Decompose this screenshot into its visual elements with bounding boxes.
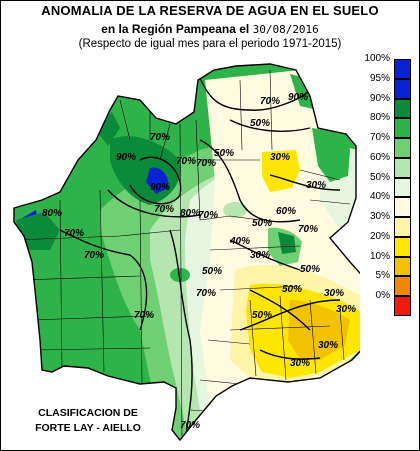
legend-row: 70% <box>360 132 416 158</box>
legend-row: 5% <box>360 270 416 296</box>
subtitle-date: 30/08/2016 <box>252 23 319 36</box>
legend-row: 50% <box>360 172 416 198</box>
isolines <box>59 77 341 440</box>
isoline-label: 30% <box>306 180 326 191</box>
map-reference-period: (Respecto de igual mes para el periodo 1… <box>78 38 342 50</box>
legend-swatch <box>394 98 411 119</box>
legend-label: 50% <box>369 171 390 183</box>
legend-label: 80% <box>369 112 390 124</box>
isoline-label: 30% <box>324 288 344 299</box>
isoline-label: 30% <box>336 304 356 315</box>
legend-swatch <box>394 78 411 99</box>
legend-swatch <box>394 276 411 296</box>
legend-label: 5% <box>375 270 390 282</box>
isoline-label: 80% <box>42 208 62 219</box>
isoline-label: 70% <box>64 228 84 239</box>
isoline-label: 30% <box>318 340 338 351</box>
subtitle-prefix: en la Región Pampeana el <box>101 22 250 36</box>
credit-line-1: CLASIFICACION DE <box>38 407 138 419</box>
legend-swatch <box>394 256 411 277</box>
legend-label: 20% <box>369 230 390 242</box>
isoline-label: 70% <box>84 250 104 261</box>
isoline-label: 50% <box>282 284 302 295</box>
isoline-label: 50% <box>202 266 222 277</box>
isoline-labels: 70% 90% 50% 70% 90% 70% 70% 50% 70% 90% … <box>42 92 356 431</box>
isoline-label: 70% <box>134 310 154 321</box>
legend-row: 40% <box>360 191 416 217</box>
legend-swatch <box>394 59 411 79</box>
map-title: ANOMALIA DE LA RESERVA DE AGUA EN EL SUE… <box>41 3 379 18</box>
isoline-label: 30% <box>270 152 290 163</box>
legend-row: 10% <box>360 251 416 277</box>
isoline-label: 90% <box>288 92 308 103</box>
isoline-label: 50% <box>300 264 320 275</box>
color-legend: 100% 95% 90% 80% 70% 60% 50% 40% 30% 20% 10% 5% 0% <box>360 53 416 316</box>
isoline-label: 70% <box>298 224 318 235</box>
legend-swatch <box>394 236 411 257</box>
isoline-label: 70% <box>176 156 196 167</box>
legend-swatch <box>394 138 411 158</box>
legend-label: 90% <box>369 92 390 104</box>
isoline-label: 70% <box>180 420 200 431</box>
legend-label: 10% <box>369 250 390 262</box>
isoline-label: 70% <box>260 96 280 107</box>
region-outline <box>13 63 360 442</box>
department-boundaries <box>14 69 351 440</box>
isoline-label: 50% <box>252 310 272 321</box>
legend-row: 30% <box>360 211 416 237</box>
isoline-label: 30% <box>290 358 310 369</box>
legend-label: 95% <box>369 72 390 84</box>
legend-label: 60% <box>369 151 390 163</box>
isoline-label: 70% <box>150 132 170 143</box>
isoline-label: 70% <box>196 288 216 299</box>
legend-row: 20% <box>360 231 416 257</box>
legend-label: 0% <box>375 290 390 301</box>
isoline-label: 50% <box>252 218 272 229</box>
legend-swatch <box>394 197 411 217</box>
legend-swatch <box>394 118 411 138</box>
legend-label: 40% <box>369 191 390 203</box>
legend-row: 100% <box>360 53 416 79</box>
isoline-label: 90% <box>116 152 136 163</box>
isoline-label: 90% <box>150 182 170 193</box>
isoline-label: 70% <box>154 204 174 215</box>
isoline-label: 60% <box>276 206 296 217</box>
legend-label: 100% <box>364 53 390 64</box>
legend-swatch <box>394 296 411 316</box>
legend-row: 0% <box>360 290 416 316</box>
isoline-label: 70% <box>196 158 216 169</box>
isoline-label: 70% <box>198 210 218 221</box>
legend-swatch <box>394 217 411 237</box>
legend-row: 95% <box>360 73 416 99</box>
isoline-label: 30% <box>250 250 270 261</box>
credit-line-2: FORTE LAY - AIELLO <box>35 422 141 434</box>
classification-credit: CLASIFICACION DE FORTE LAY - AIELLO <box>18 406 158 436</box>
isoline-label: 50% <box>250 118 270 129</box>
legend-swatch <box>394 177 411 198</box>
legend-label: 70% <box>369 132 390 143</box>
legend-label: 30% <box>369 211 390 222</box>
legend-row: 90% <box>360 93 416 119</box>
legend-row: 80% <box>360 112 416 138</box>
legend-swatch <box>394 157 411 178</box>
isoline-label: 40% <box>229 236 250 247</box>
map-subtitle: en la Región Pampeana el 30/08/2016 <box>0 22 420 36</box>
legend-row: 60% <box>360 152 416 178</box>
isoline-label: 80% <box>180 208 200 219</box>
pampean-region-map: 70% 90% 50% 70% 90% 70% 70% 50% 70% 90% … <box>13 63 360 442</box>
isoline-label: 50% <box>214 148 234 159</box>
